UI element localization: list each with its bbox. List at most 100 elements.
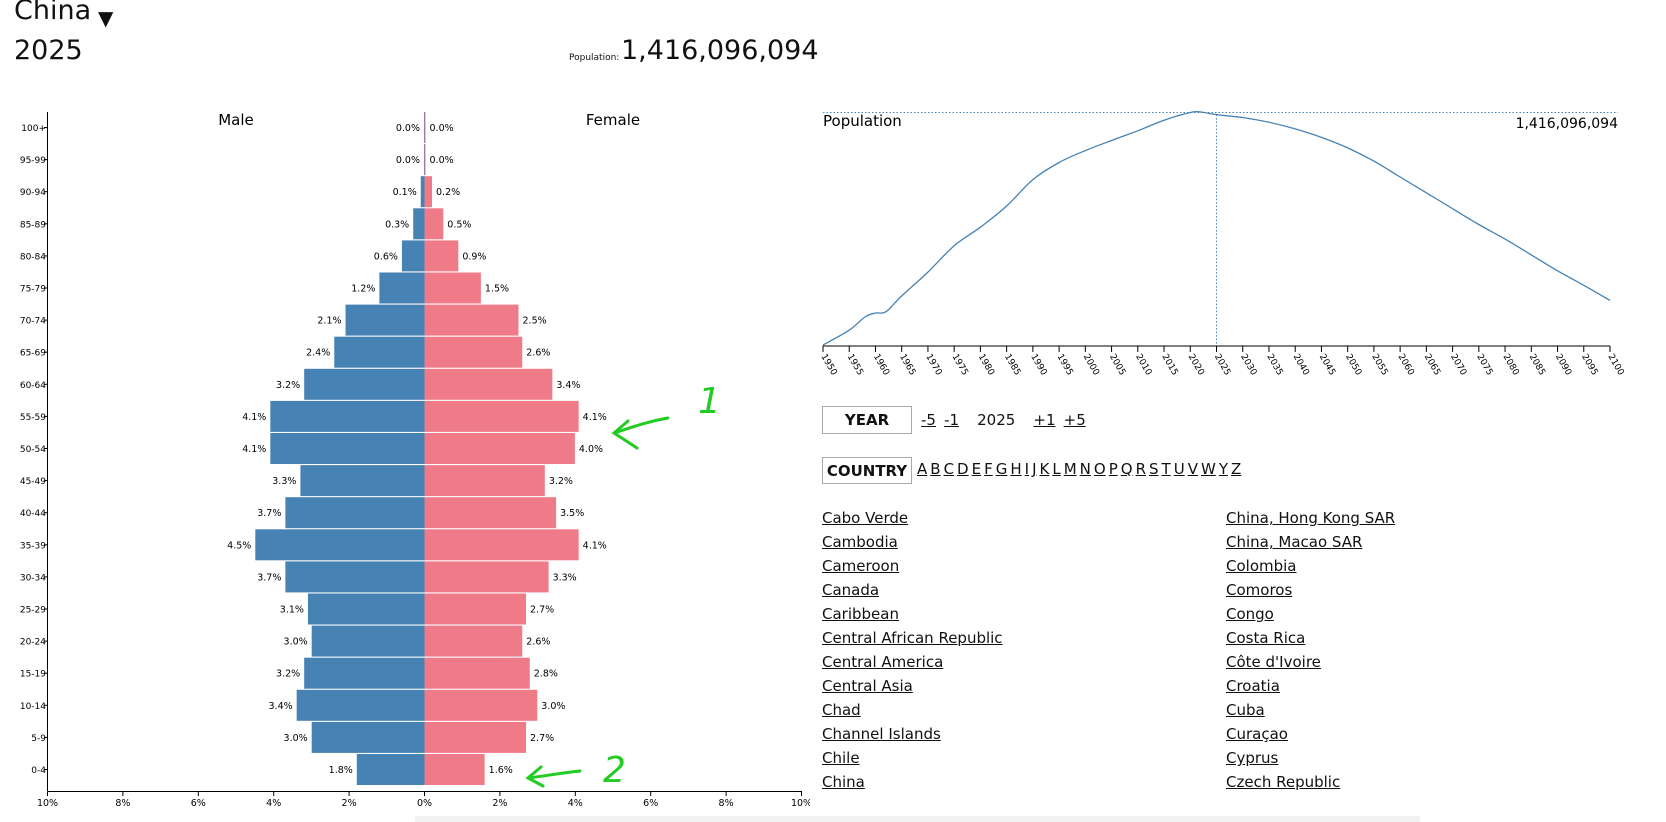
country-link[interactable]: China (822, 773, 865, 791)
male-label: Male (218, 111, 254, 129)
country-link[interactable]: Cuba (1226, 701, 1265, 719)
x-tick-label: 4% (568, 798, 583, 809)
country-title[interactable]: China (14, 0, 92, 26)
letter-link-z[interactable]: Z (1230, 460, 1242, 478)
letter-link-f[interactable]: F (984, 460, 993, 478)
male-value-label: 4.5% (227, 540, 251, 551)
male-bar (311, 721, 425, 753)
letter-link-n[interactable]: N (1079, 460, 1091, 478)
female-value-label: 0.9% (462, 251, 486, 262)
x-tick-label: 6% (191, 798, 206, 809)
male-bar (270, 400, 425, 432)
country-link[interactable]: Chile (822, 749, 860, 767)
male-bar (304, 657, 425, 689)
letter-link-h[interactable]: H (1010, 460, 1022, 478)
letter-link-t[interactable]: T (1161, 460, 1171, 478)
year-tick-label: 2060 (1396, 353, 1416, 378)
country-link[interactable]: Comoros (1226, 581, 1293, 599)
male-bar (379, 272, 425, 304)
country-link[interactable]: Cameroon (822, 557, 900, 575)
country-link[interactable]: Curaçao (1226, 725, 1288, 743)
letter-link-g[interactable]: G (995, 460, 1008, 478)
letter-link-w[interactable]: W (1200, 460, 1216, 478)
male-value-label: 0.6% (374, 251, 398, 262)
country-button[interactable]: COUNTRY (822, 457, 912, 484)
year-tick-label: 1990 (1028, 353, 1048, 378)
female-value-label: 0.2% (436, 187, 460, 198)
country-link[interactable]: Côte d'Ivoire (1226, 653, 1321, 671)
letter-link-i[interactable]: I (1024, 460, 1030, 478)
letter-link-r[interactable]: R (1135, 460, 1147, 478)
year-tick-label: 1960 (871, 353, 891, 378)
letter-link-j[interactable]: J (1032, 460, 1037, 478)
letter-link-u[interactable]: U (1173, 460, 1185, 478)
country-link[interactable]: Congo (1226, 605, 1274, 623)
letter-link-d[interactable]: D (957, 460, 969, 478)
female-bar (424, 336, 523, 368)
year-tick-label: 2035 (1264, 353, 1284, 378)
letter-link-m[interactable]: M (1063, 460, 1077, 478)
minus-5-link[interactable]: -5 (921, 411, 936, 429)
female-value-label: 2.5% (523, 316, 547, 327)
plus-1-link[interactable]: +1 (1033, 411, 1056, 429)
letter-link-v[interactable]: V (1187, 460, 1198, 478)
male-bar (285, 497, 425, 529)
country-link[interactable]: Colombia (1226, 557, 1297, 575)
x-tick-label: 6% (643, 798, 658, 809)
year-tick-label: 2005 (1107, 353, 1127, 378)
letter-link-s[interactable]: S (1149, 460, 1159, 478)
caret-down-icon[interactable]: ▼ (98, 6, 114, 30)
country-link[interactable]: Chad (822, 701, 861, 719)
female-value-label: 3.2% (549, 476, 573, 487)
letter-link-y[interactable]: Y (1218, 460, 1228, 478)
country-link[interactable]: Canada (822, 581, 880, 599)
male-bar (424, 112, 425, 143)
country-link[interactable]: China, Hong Kong SAR (1226, 509, 1396, 527)
country-link[interactable]: Central Asia (822, 677, 913, 695)
letter-link-c[interactable]: C (943, 460, 955, 478)
letter-link-q[interactable]: Q (1120, 460, 1133, 478)
country-link[interactable]: Central African Republic (822, 629, 1003, 647)
country-link[interactable]: China, Macao SAR (1226, 533, 1363, 551)
horizontal-scrollbar[interactable] (415, 816, 1420, 822)
letter-link-l[interactable]: L (1052, 460, 1061, 478)
female-value-label: 3.3% (553, 572, 577, 583)
country-link[interactable]: Costa Rica (1226, 629, 1306, 647)
country-link[interactable]: Cambodia (822, 533, 898, 551)
letter-link-o[interactable]: O (1093, 460, 1106, 478)
year-tick-label: 2075 (1474, 353, 1494, 378)
age-group-label: 55-59 (20, 413, 46, 423)
country-link[interactable]: Croatia (1226, 677, 1280, 695)
letter-link-a[interactable]: A (917, 460, 928, 478)
country-link[interactable]: Cyprus (1226, 749, 1279, 767)
country-link[interactable]: Channel Islands (822, 725, 941, 743)
male-value-label: 0.3% (385, 219, 409, 230)
x-tick-label: 4% (266, 798, 281, 809)
letter-link-b[interactable]: B (930, 460, 941, 478)
country-link[interactable]: Cabo Verde (822, 509, 909, 527)
age-group-label: 100+ (21, 124, 46, 134)
plus-5-link[interactable]: +5 (1063, 411, 1086, 429)
year-title: 2025 (14, 35, 83, 66)
minus-1-link[interactable]: -1 (944, 411, 960, 429)
male-bar (424, 144, 425, 176)
year-button[interactable]: YEAR (822, 406, 912, 434)
female-label: Female (586, 111, 640, 129)
female-bar (424, 497, 557, 529)
population-label: Population: (569, 53, 620, 63)
age-group-label: 15-19 (20, 670, 46, 680)
male-bar (413, 208, 425, 240)
year-stepper: -5 -1 2025 +1 +5 (921, 410, 1086, 429)
male-value-label: 1.2% (351, 284, 375, 295)
country-link[interactable]: Central America (822, 653, 944, 671)
female-bar (424, 112, 426, 143)
letter-link-e[interactable]: E (971, 460, 982, 478)
letter-link-k[interactable]: K (1039, 460, 1050, 478)
male-value-label: 3.0% (284, 637, 308, 648)
country-link[interactable]: Caribbean (822, 605, 899, 623)
letter-link-p[interactable]: P (1108, 460, 1118, 478)
male-value-label: 3.7% (257, 572, 281, 583)
female-bar (424, 368, 553, 400)
country-link[interactable]: Czech Republic (1226, 773, 1341, 791)
